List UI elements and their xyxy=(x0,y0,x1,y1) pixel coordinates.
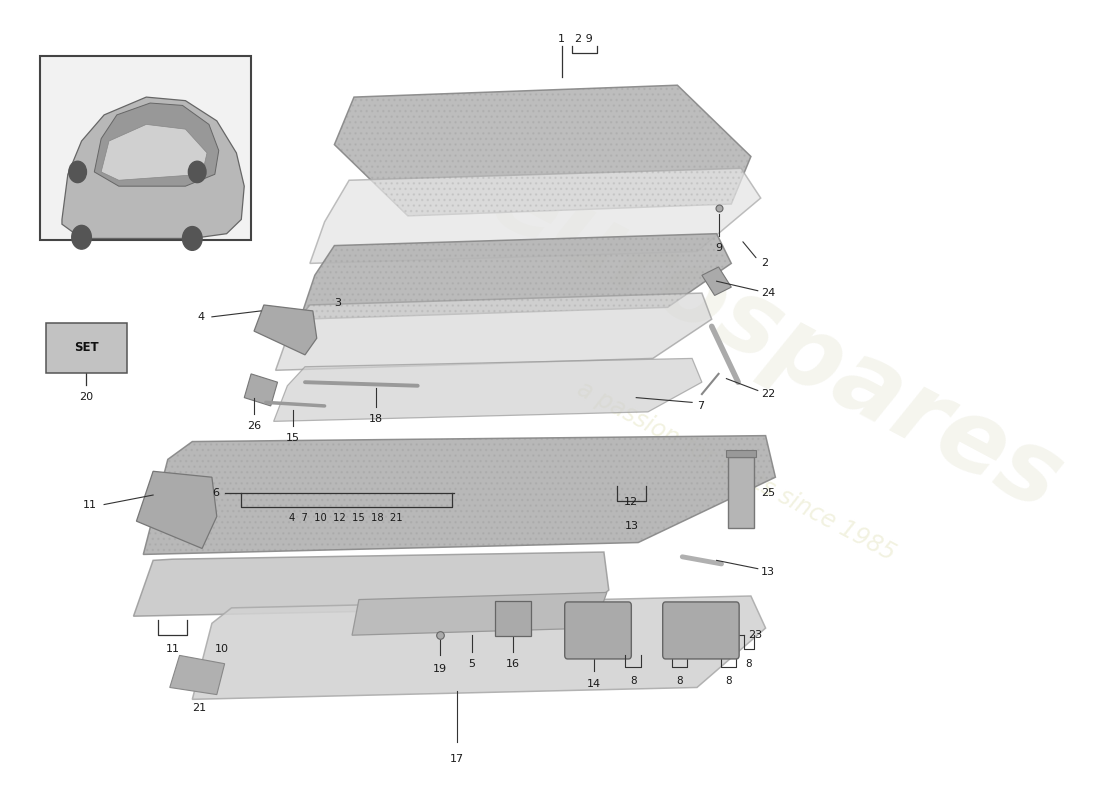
Text: 3: 3 xyxy=(334,298,341,307)
Polygon shape xyxy=(310,168,761,263)
Polygon shape xyxy=(276,293,712,370)
Text: 2: 2 xyxy=(761,258,768,268)
Text: 9: 9 xyxy=(715,243,722,253)
Text: 15: 15 xyxy=(286,434,300,443)
Text: 1: 1 xyxy=(559,34,565,44)
Polygon shape xyxy=(192,596,766,699)
Polygon shape xyxy=(254,305,317,355)
Text: 17: 17 xyxy=(450,754,464,764)
Text: 2 9: 2 9 xyxy=(575,34,593,44)
Polygon shape xyxy=(136,471,217,549)
Text: 6: 6 xyxy=(212,488,219,498)
Polygon shape xyxy=(101,125,207,180)
Text: SET: SET xyxy=(74,342,99,354)
Text: 13: 13 xyxy=(625,521,638,531)
Polygon shape xyxy=(726,450,756,457)
Text: a passion for parts since 1985: a passion for parts since 1985 xyxy=(573,377,900,566)
Text: 24: 24 xyxy=(761,288,774,298)
Text: 25: 25 xyxy=(761,488,774,498)
Polygon shape xyxy=(334,86,751,216)
FancyBboxPatch shape xyxy=(564,602,631,659)
Text: 14: 14 xyxy=(587,679,602,689)
FancyBboxPatch shape xyxy=(46,322,127,373)
Text: 21: 21 xyxy=(192,703,206,713)
Polygon shape xyxy=(62,97,244,238)
Polygon shape xyxy=(728,457,754,528)
Text: 8: 8 xyxy=(676,675,683,686)
Polygon shape xyxy=(244,374,277,406)
Text: 19: 19 xyxy=(433,664,448,674)
Circle shape xyxy=(183,226,202,250)
FancyBboxPatch shape xyxy=(41,55,251,240)
FancyBboxPatch shape xyxy=(662,602,739,659)
Polygon shape xyxy=(133,552,608,616)
Text: 22: 22 xyxy=(761,389,774,399)
Text: 8: 8 xyxy=(630,675,637,686)
Text: 26: 26 xyxy=(248,422,261,431)
Text: 4: 4 xyxy=(198,312,205,322)
Text: 11: 11 xyxy=(166,643,179,654)
Polygon shape xyxy=(274,358,702,422)
Polygon shape xyxy=(169,655,224,694)
Text: 12: 12 xyxy=(625,498,638,507)
Text: 8: 8 xyxy=(746,659,752,669)
Text: 20: 20 xyxy=(79,392,94,402)
Polygon shape xyxy=(300,234,732,319)
Text: 18: 18 xyxy=(368,414,383,424)
Polygon shape xyxy=(702,267,732,295)
Text: 7: 7 xyxy=(697,401,704,411)
Text: 4  7  10  12  15  18  21: 4 7 10 12 15 18 21 xyxy=(289,513,403,523)
Text: 11: 11 xyxy=(84,499,97,510)
Text: eurospares: eurospares xyxy=(473,150,1078,532)
FancyBboxPatch shape xyxy=(495,601,531,636)
Text: 8: 8 xyxy=(725,675,732,686)
Circle shape xyxy=(188,162,206,182)
Polygon shape xyxy=(352,593,607,635)
Circle shape xyxy=(72,226,91,249)
Text: 13: 13 xyxy=(761,567,774,578)
Text: 5: 5 xyxy=(469,659,475,669)
Text: 16: 16 xyxy=(506,659,520,669)
Text: 23: 23 xyxy=(748,630,762,640)
Text: 10: 10 xyxy=(214,643,229,654)
Circle shape xyxy=(69,162,87,182)
Polygon shape xyxy=(143,436,776,554)
Polygon shape xyxy=(95,103,219,186)
